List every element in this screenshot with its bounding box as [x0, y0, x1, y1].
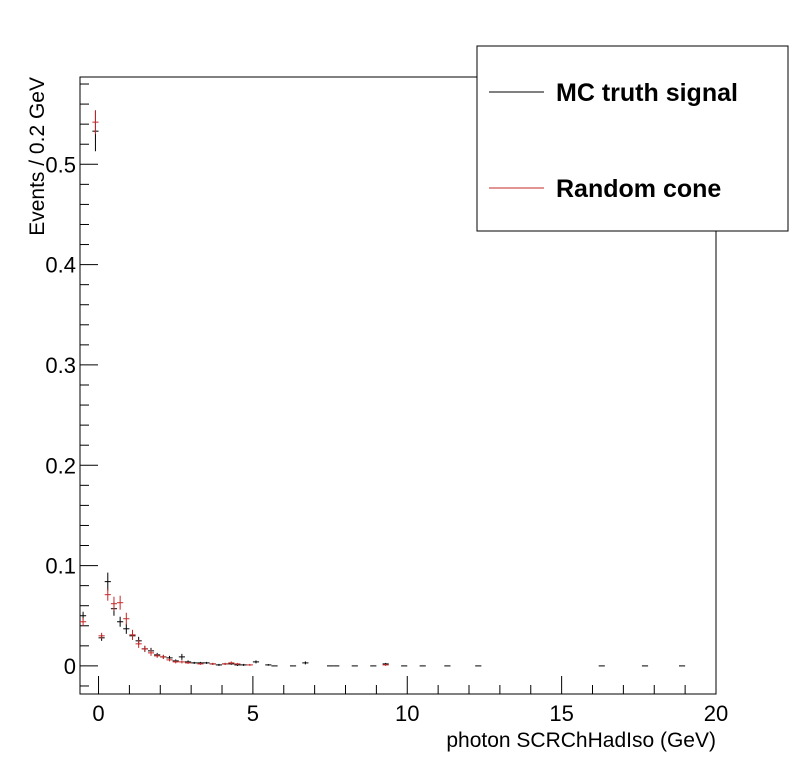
data-point [80, 617, 87, 626]
y-tick-label: 0 [64, 654, 76, 679]
legend: MC truth signal Random cone [476, 45, 789, 232]
data-point [129, 629, 136, 640]
data-point [382, 663, 389, 666]
legend-label-random-cone: Random cone [556, 175, 721, 203]
series-mc-truth-signal [80, 111, 389, 666]
data-point [246, 663, 253, 666]
data-point [178, 660, 185, 664]
data-point [184, 661, 192, 664]
data-point [104, 588, 111, 601]
data-point [203, 661, 210, 664]
data-point [141, 645, 148, 652]
data-point [191, 661, 198, 664]
data-point [135, 639, 142, 648]
x-tick-label: 5 [247, 701, 259, 726]
data-point [240, 663, 247, 666]
data-point [147, 649, 155, 656]
data-point [209, 662, 216, 665]
y-tick-label: 0.5 [45, 152, 76, 177]
data-point [222, 662, 229, 665]
data-point [117, 595, 124, 610]
data-point [252, 660, 260, 664]
data-point [265, 664, 272, 666]
data-point [228, 661, 235, 665]
data-point [123, 612, 130, 625]
y-tick-labels: 0 0.1 0.2 0.3 0.4 0.5 [45, 152, 76, 679]
series-random-cone [80, 110, 389, 666]
data-point [166, 658, 173, 662]
data-point [234, 662, 241, 665]
x-tick-label: 15 [549, 701, 573, 726]
plot-frame [79, 76, 717, 695]
data-point [178, 653, 185, 660]
legend-label-mc-truth-signal: MC truth signal [556, 79, 738, 107]
data-point [197, 662, 204, 665]
legend-box [476, 45, 789, 232]
x-tick-labels: 0 5 10 15 20 [92, 701, 728, 726]
y-tick-label: 0.3 [45, 353, 76, 378]
data-point [215, 663, 223, 666]
data-point [160, 654, 167, 659]
data-point [154, 653, 161, 658]
data-point [104, 572, 111, 591]
y-axis-title: Events / 0.2 GeV [26, 77, 49, 236]
data-point [110, 596, 118, 611]
series-layer [80, 110, 389, 666]
y-tick-label: 0.1 [45, 554, 76, 579]
axes [80, 83, 717, 694]
data-point [172, 660, 179, 664]
y-tick-label: 0.2 [45, 453, 76, 478]
x-tick-label: 0 [92, 701, 104, 726]
data-point [302, 661, 309, 665]
data-point [123, 623, 130, 634]
data-point [92, 110, 99, 135]
x-axis-title: photon SCRChHadIso (GeV) [446, 729, 716, 752]
x-tick-label: 10 [395, 701, 419, 726]
data-point [117, 616, 124, 627]
y-tick-label: 0.4 [45, 253, 76, 278]
x-tick-label: 20 [704, 701, 728, 726]
data-point [98, 632, 105, 639]
